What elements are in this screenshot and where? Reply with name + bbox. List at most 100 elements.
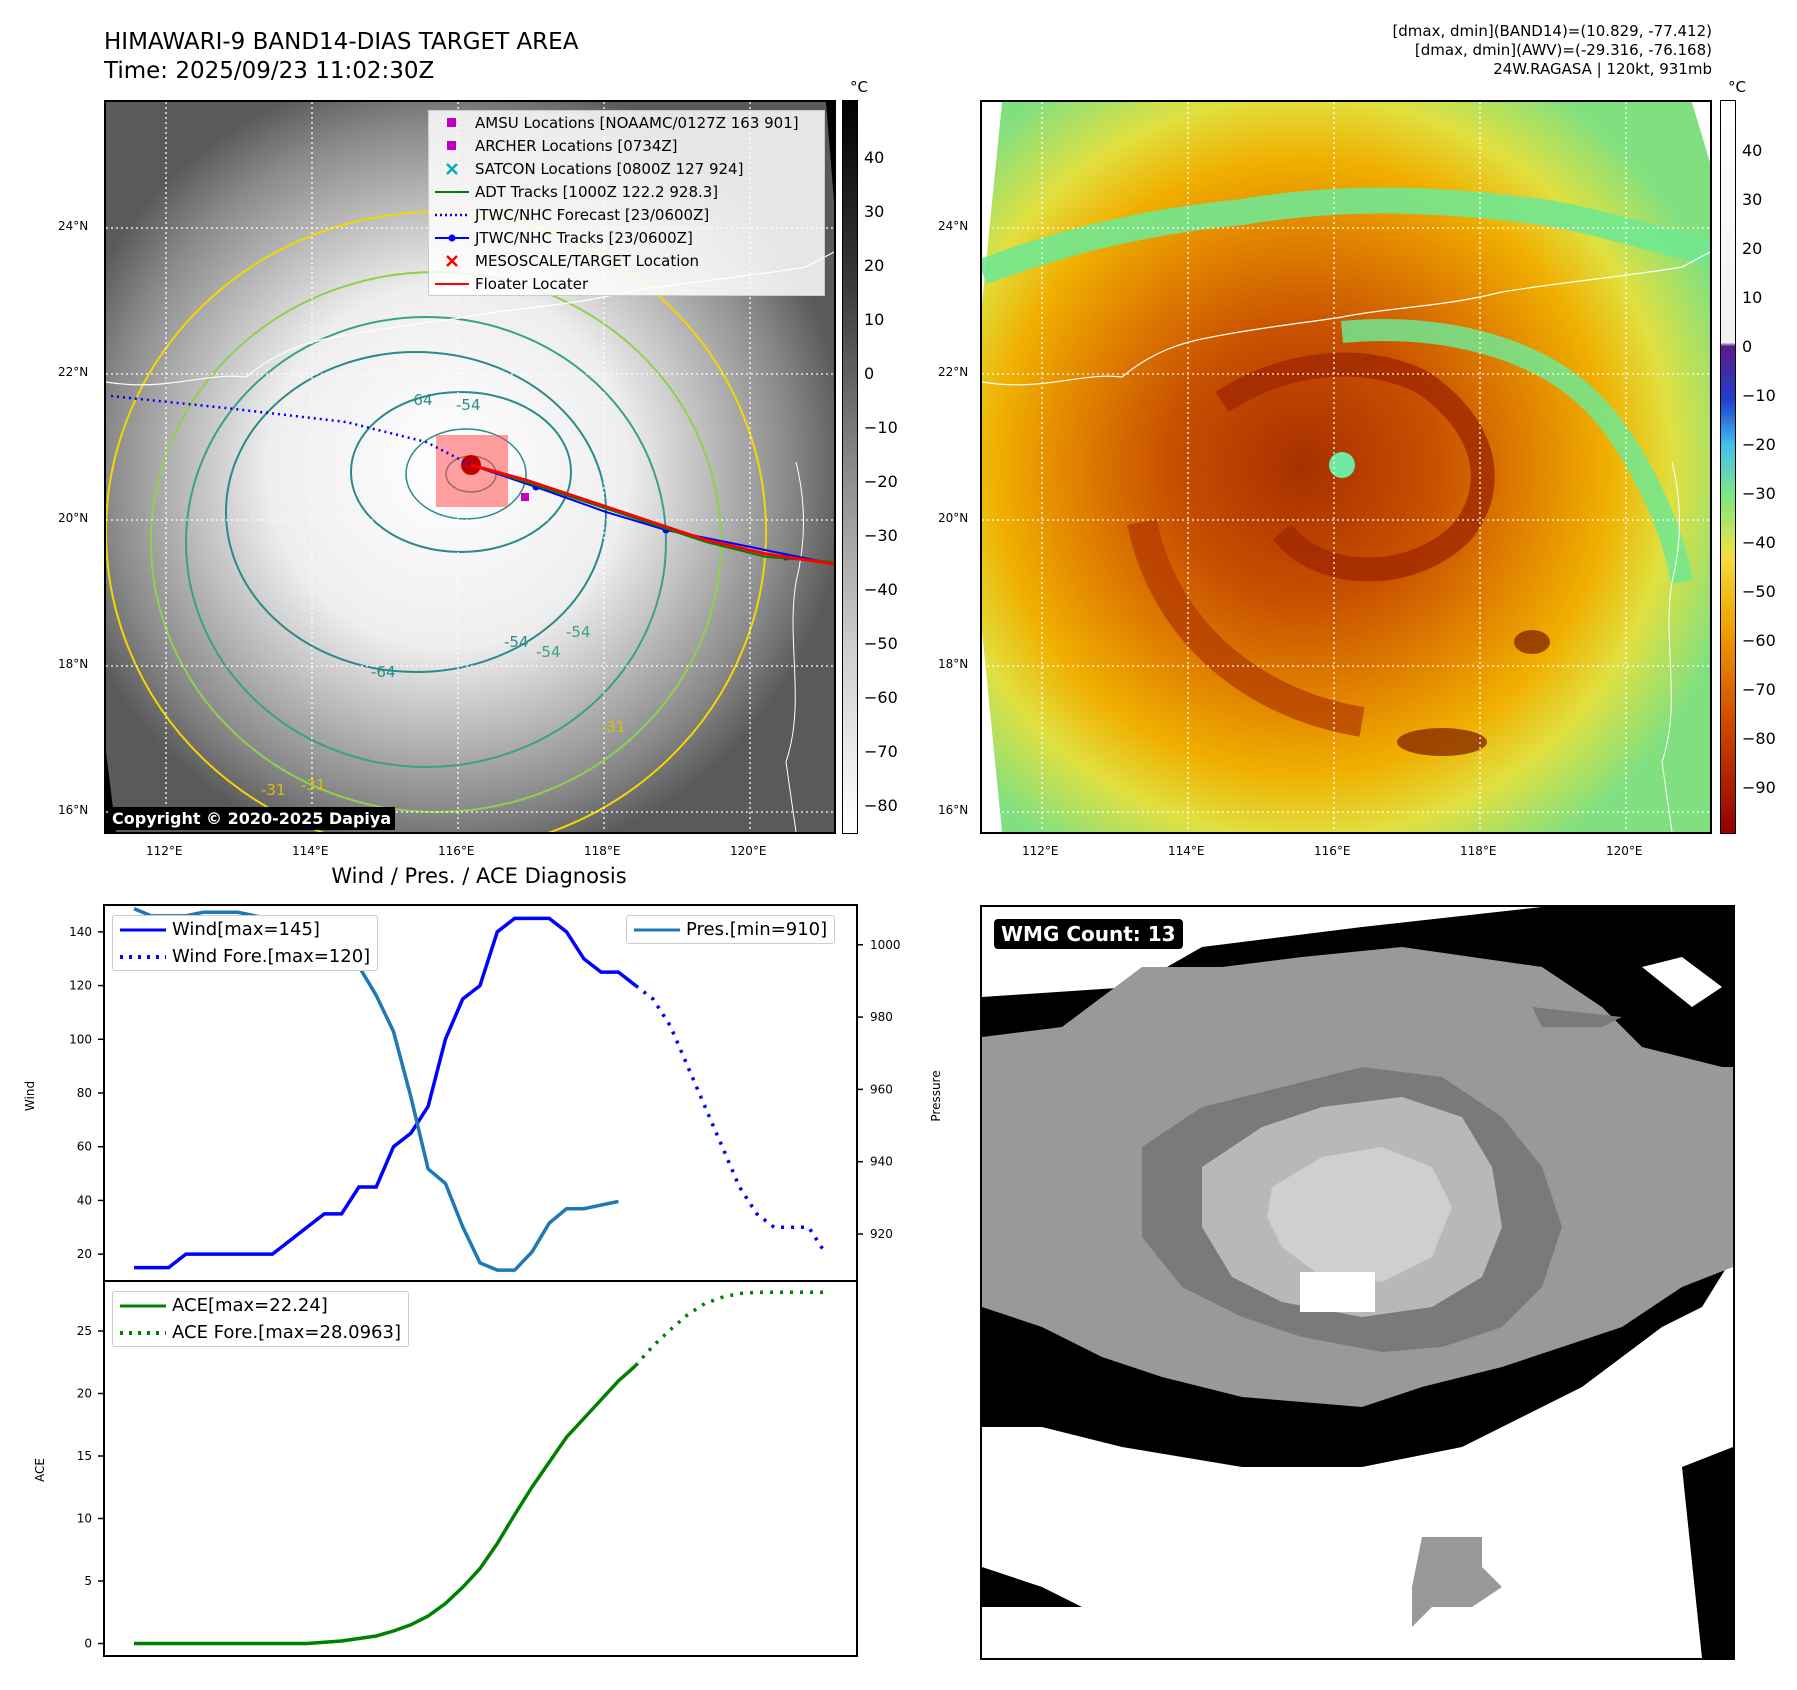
contour-label: -31	[261, 781, 286, 799]
wind-y-ticks: 20 40 60 80 100 120 140	[69, 925, 104, 1261]
legend-item-satcon: SATCON Locations [0800Z 127 924]	[429, 157, 824, 180]
ir-colorbar-tick: 30	[864, 202, 885, 221]
awv-gridlines	[982, 102, 1710, 832]
wmg-image	[982, 907, 1733, 1658]
wind-pressure-series	[133, 907, 828, 1272]
contour-label: -64	[371, 663, 396, 681]
awv-colorbar	[1720, 100, 1736, 834]
awv-map-image	[982, 102, 1710, 832]
awv-colorbar-tick: −40	[1742, 533, 1776, 552]
title-line2: Time: 2025/09/23 11:02:30Z	[104, 58, 435, 84]
ir-map-panel: -64 -54 -64 -54 -31 -31 -31 -54 -54 AMSU…	[104, 100, 836, 834]
awv-map-panel	[980, 100, 1712, 834]
ir-colorbar-tick: −70	[864, 742, 898, 761]
awv-colorbar-tick: 20	[1742, 239, 1763, 258]
wmg-count-badge: WMG Count: 13	[994, 919, 1183, 949]
awv-lon-label: 120°E	[1606, 844, 1643, 858]
legend-item-wind: Wind[max=145]	[120, 919, 320, 940]
y-tick-label: 0	[84, 1637, 92, 1651]
awv-lat-label: 20°N	[938, 511, 969, 525]
awv-colorbar-tick: −10	[1742, 386, 1776, 405]
ir-colorbar-tick: −20	[864, 472, 898, 491]
contour-label: -54	[504, 633, 529, 651]
ir-colorbar-tick: 20	[864, 256, 885, 275]
ir-lon-label: 120°E	[730, 844, 767, 858]
y-tick-label: 25	[77, 1324, 92, 1338]
ir-lat-label: 22°N	[58, 365, 89, 379]
pressure-legend: Pres.[min=910]	[626, 915, 836, 944]
y2-tick-label: 980	[870, 1010, 893, 1024]
pressure-y-ticks: 920 940 960 980 1000	[857, 938, 901, 1241]
series-line-ACE[max=22.24]	[134, 1364, 637, 1646]
y-tick-label: 60	[77, 1140, 92, 1154]
awv-colorbar-tick: −20	[1742, 435, 1776, 454]
awv-colorbar-tick: −60	[1742, 631, 1776, 650]
y-tick-label: 100	[69, 1032, 92, 1046]
ir-colorbar-tick: −80	[864, 796, 898, 815]
awv-lat-label: 24°N	[938, 219, 969, 233]
legend-item-ace: ACE[max=22.24]	[120, 1295, 328, 1316]
awv-colorbar-tick: −90	[1742, 778, 1776, 797]
legend-item-mesoscale: MESOSCALE/TARGET Location	[429, 249, 824, 272]
stats-line1: [dmax, dmin](BAND14)=(10.829, -77.412)	[1392, 22, 1712, 40]
y-tick-label: 15	[77, 1449, 92, 1463]
y-tick-label: 120	[69, 979, 92, 993]
ace-y-ticks: 0 5 10 15 20 25	[77, 1324, 104, 1651]
awv-colorbar-tick: −30	[1742, 484, 1776, 503]
awv-colorbar-tick: 0	[1742, 337, 1753, 356]
contour-label: -54	[536, 643, 561, 661]
copyright-label: Copyright © 2020-2025 Dapiya	[108, 807, 396, 830]
ir-lat-label: 18°N	[58, 657, 89, 671]
wmg-panel: WMG Count: 13	[980, 905, 1735, 1660]
ir-colorbar-tick: 10	[864, 310, 885, 329]
awv-lon-label: 114°E	[1168, 844, 1205, 858]
ir-colorbar-tick: 40	[864, 148, 885, 167]
legend-item-wind-forecast: Wind Fore.[max=120]	[120, 946, 371, 967]
ir-colorbar-tick: −40	[864, 580, 898, 599]
ir-colorbar-tick: −30	[864, 526, 898, 545]
legend-item-amsu: AMSU Locations [NOAAMC/0127Z 163 901]	[429, 111, 824, 134]
pressure-y-label: Pressure	[929, 1070, 943, 1121]
figure-title: HIMAWARI-9 BAND14-DIAS TARGET AREA Time:…	[104, 28, 578, 86]
ace-series	[134, 1290, 826, 1646]
legend-item-jtwc-tracks: JTWC/NHC Tracks [23/0600Z]	[429, 226, 824, 249]
awv-colorbar-tick: −80	[1742, 729, 1776, 748]
legend-item-ace-forecast: ACE Fore.[max=28.0963]	[120, 1322, 401, 1343]
diagnosis-title: Wind / Pres. / ACE Diagnosis	[331, 864, 627, 888]
wind-y-label: Wind	[23, 1081, 37, 1111]
y-tick-label: 20	[77, 1247, 92, 1261]
legend-item-adt: ADT Tracks [1000Z 122.2 928.3]	[435, 182, 719, 201]
y2-tick-label: 960	[870, 1082, 893, 1096]
legend-item-archer: ARCHER Locations [0734Z]	[429, 134, 824, 157]
floater-track	[470, 463, 834, 566]
awv-colorbar-tick: 10	[1742, 288, 1763, 307]
y-tick-label: 20	[77, 1387, 92, 1401]
diagnosis-chart: 20 40 60 80 100 120 140 920 940 960 980 1000 0 5 10 1…	[23, 904, 943, 1657]
wind-legend: Wind[max=145] Wind Fore.[max=120]	[112, 915, 379, 971]
series-line-Wind[max=145]	[134, 916, 637, 1270]
legend-item-pressure: Pres.[min=910]	[634, 919, 828, 940]
ir-colorbar-tick: −60	[864, 688, 898, 707]
adt-track	[470, 464, 834, 563]
ir-colorbar-tick: −50	[864, 634, 898, 653]
title-line1: HIMAWARI-9 BAND14-DIAS TARGET AREA	[104, 29, 579, 55]
series-line-ACE Fore.[max=28.0963]	[634, 1290, 826, 1367]
legend-item-floater: Floater Locater	[435, 274, 589, 293]
series-line-Wind Fore.[max=120]	[634, 984, 828, 1256]
ir-colorbar-tick: 0	[864, 364, 875, 383]
awv-colorbar-tick: 40	[1742, 141, 1763, 160]
awv-lon-label: 116°E	[1314, 844, 1351, 858]
stats-block: [dmax, dmin](BAND14)=(10.829, -77.412) […	[1392, 22, 1712, 79]
awv-lat-label: 16°N	[938, 803, 969, 817]
ir-lon-label: 118°E	[584, 844, 621, 858]
contour-label: -31	[301, 776, 326, 794]
ir-lat-label: 20°N	[58, 511, 89, 525]
ir-lon-label: 116°E	[438, 844, 475, 858]
jtwc-track	[470, 464, 834, 565]
ir-lon-label: 112°E	[146, 844, 183, 858]
y-tick-label: 40	[77, 1193, 92, 1207]
contour-label: -54	[456, 396, 481, 414]
y-tick-label: 10	[77, 1512, 92, 1526]
ace-y-label: ACE	[33, 1458, 47, 1482]
ir-lon-label: 114°E	[292, 844, 329, 858]
